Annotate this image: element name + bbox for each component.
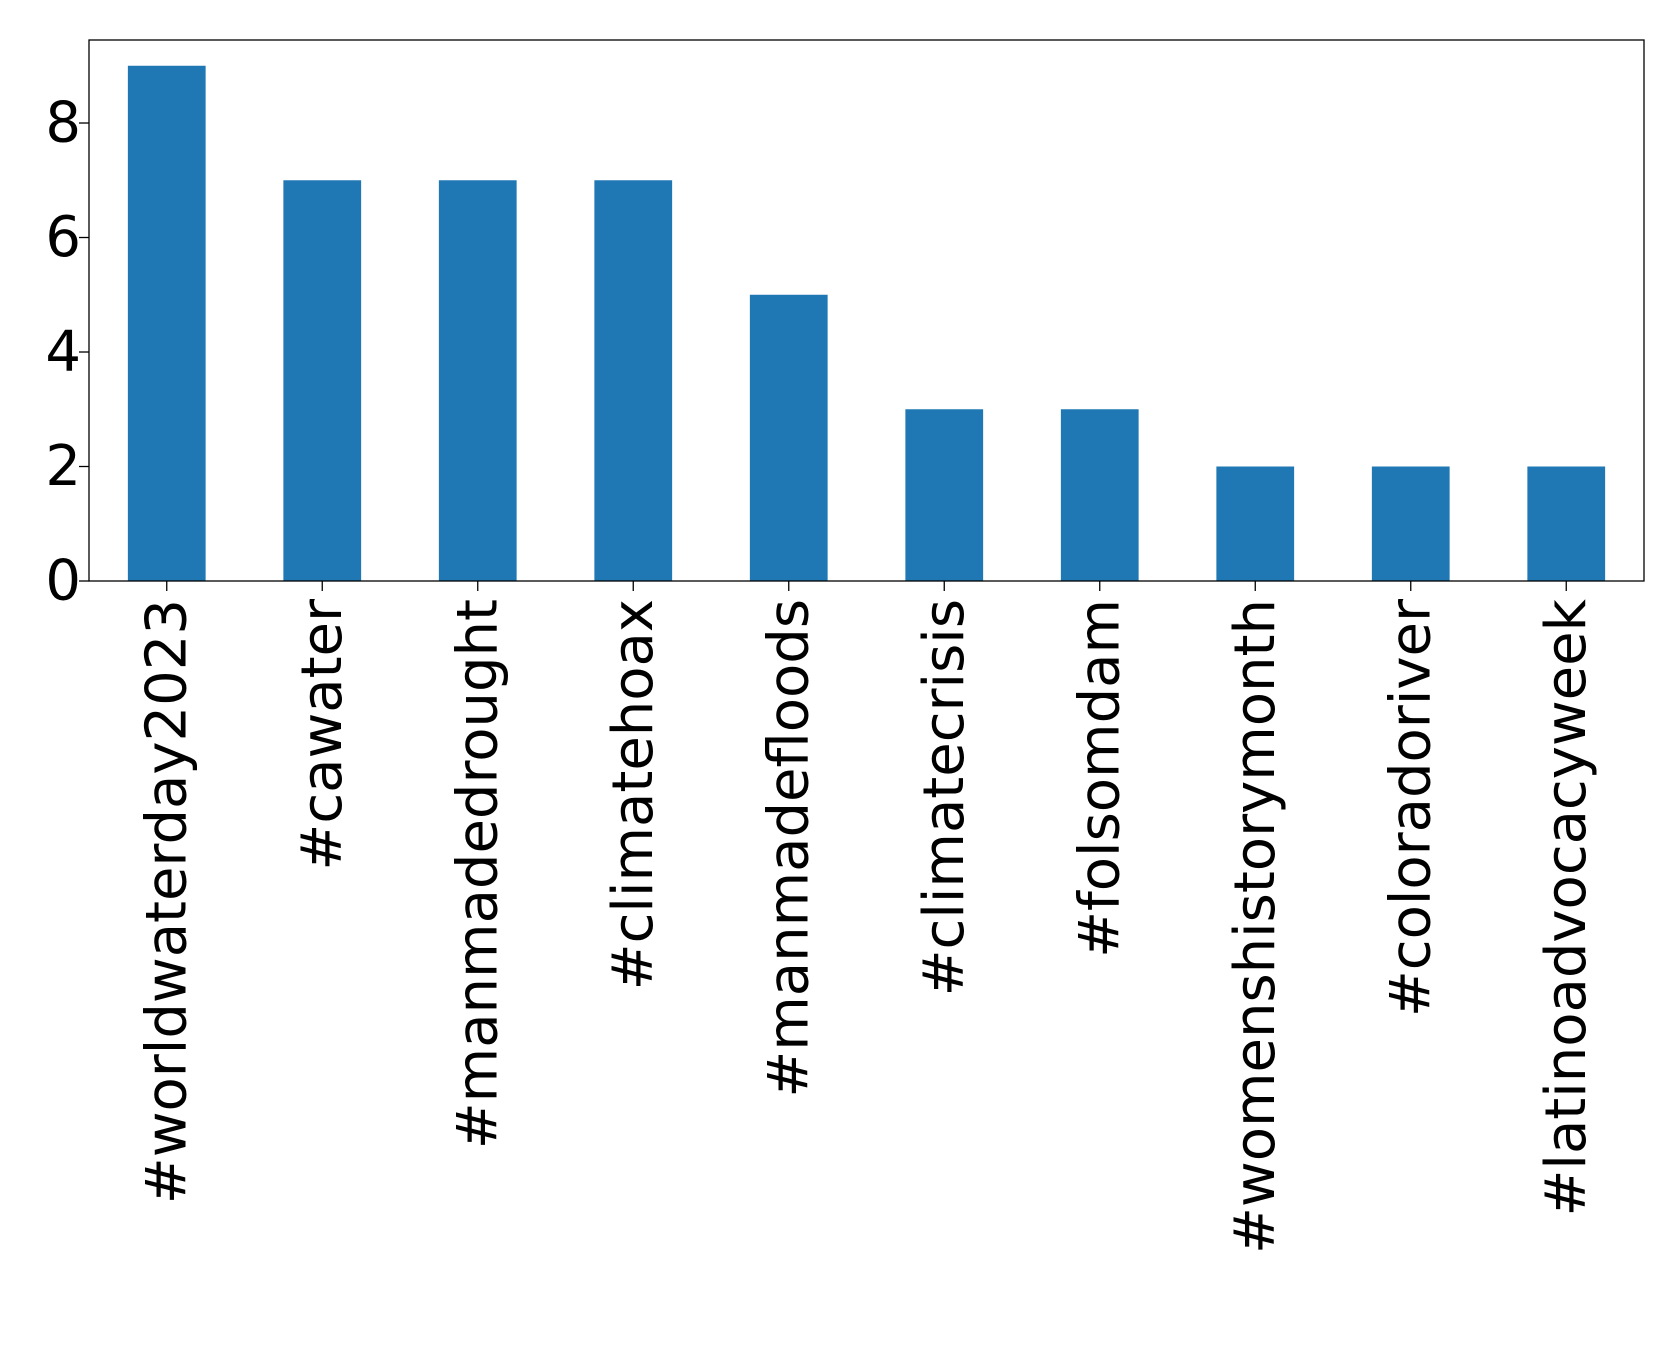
y-tick-label-1: 2 bbox=[45, 434, 81, 499]
bar-4 bbox=[749, 294, 828, 581]
x-tick-label-9: #latinoadvocacyweek bbox=[1534, 598, 1599, 1216]
y-axis-ticks: 0 2 4 6 8 bbox=[45, 91, 89, 614]
x-tick-label-6: #folsomdam bbox=[1067, 599, 1132, 958]
plot-frame bbox=[88, 39, 1645, 582]
x-tick-label-2: #manmadedrought bbox=[445, 599, 510, 1149]
y-tick-label-3: 6 bbox=[45, 205, 81, 270]
bar-8 bbox=[1371, 466, 1450, 581]
x-tick-label-1: #cawater bbox=[290, 598, 355, 871]
x-axis-ticks: #worldwaterday2023 #cawater #manmadedrough… bbox=[134, 581, 1599, 1254]
bar-9 bbox=[1527, 466, 1606, 581]
x-tick-label-3: #climatehoax bbox=[601, 599, 666, 990]
bar-1 bbox=[283, 180, 362, 581]
x-tick-label-5: #climatecrisis bbox=[912, 599, 977, 996]
x-tick-label-4: #manmadefloods bbox=[756, 599, 821, 1098]
x-tick-label-7: #womenshistorymonth bbox=[1223, 599, 1288, 1254]
bar-2 bbox=[438, 180, 517, 581]
bar-6 bbox=[1060, 409, 1139, 581]
bar-5 bbox=[905, 409, 984, 581]
y-tick-label-4: 8 bbox=[45, 91, 81, 156]
y-tick-label-0: 0 bbox=[45, 549, 81, 614]
bars-group bbox=[127, 65, 1606, 581]
y-tick-label-2: 4 bbox=[45, 320, 81, 385]
bar-7 bbox=[1216, 466, 1295, 581]
bar-0 bbox=[127, 65, 206, 581]
bar-3 bbox=[594, 180, 673, 581]
x-tick-label-8: #coloradoriver bbox=[1378, 598, 1443, 1017]
x-tick-label-0: #worldwaterday2023 bbox=[134, 599, 199, 1204]
